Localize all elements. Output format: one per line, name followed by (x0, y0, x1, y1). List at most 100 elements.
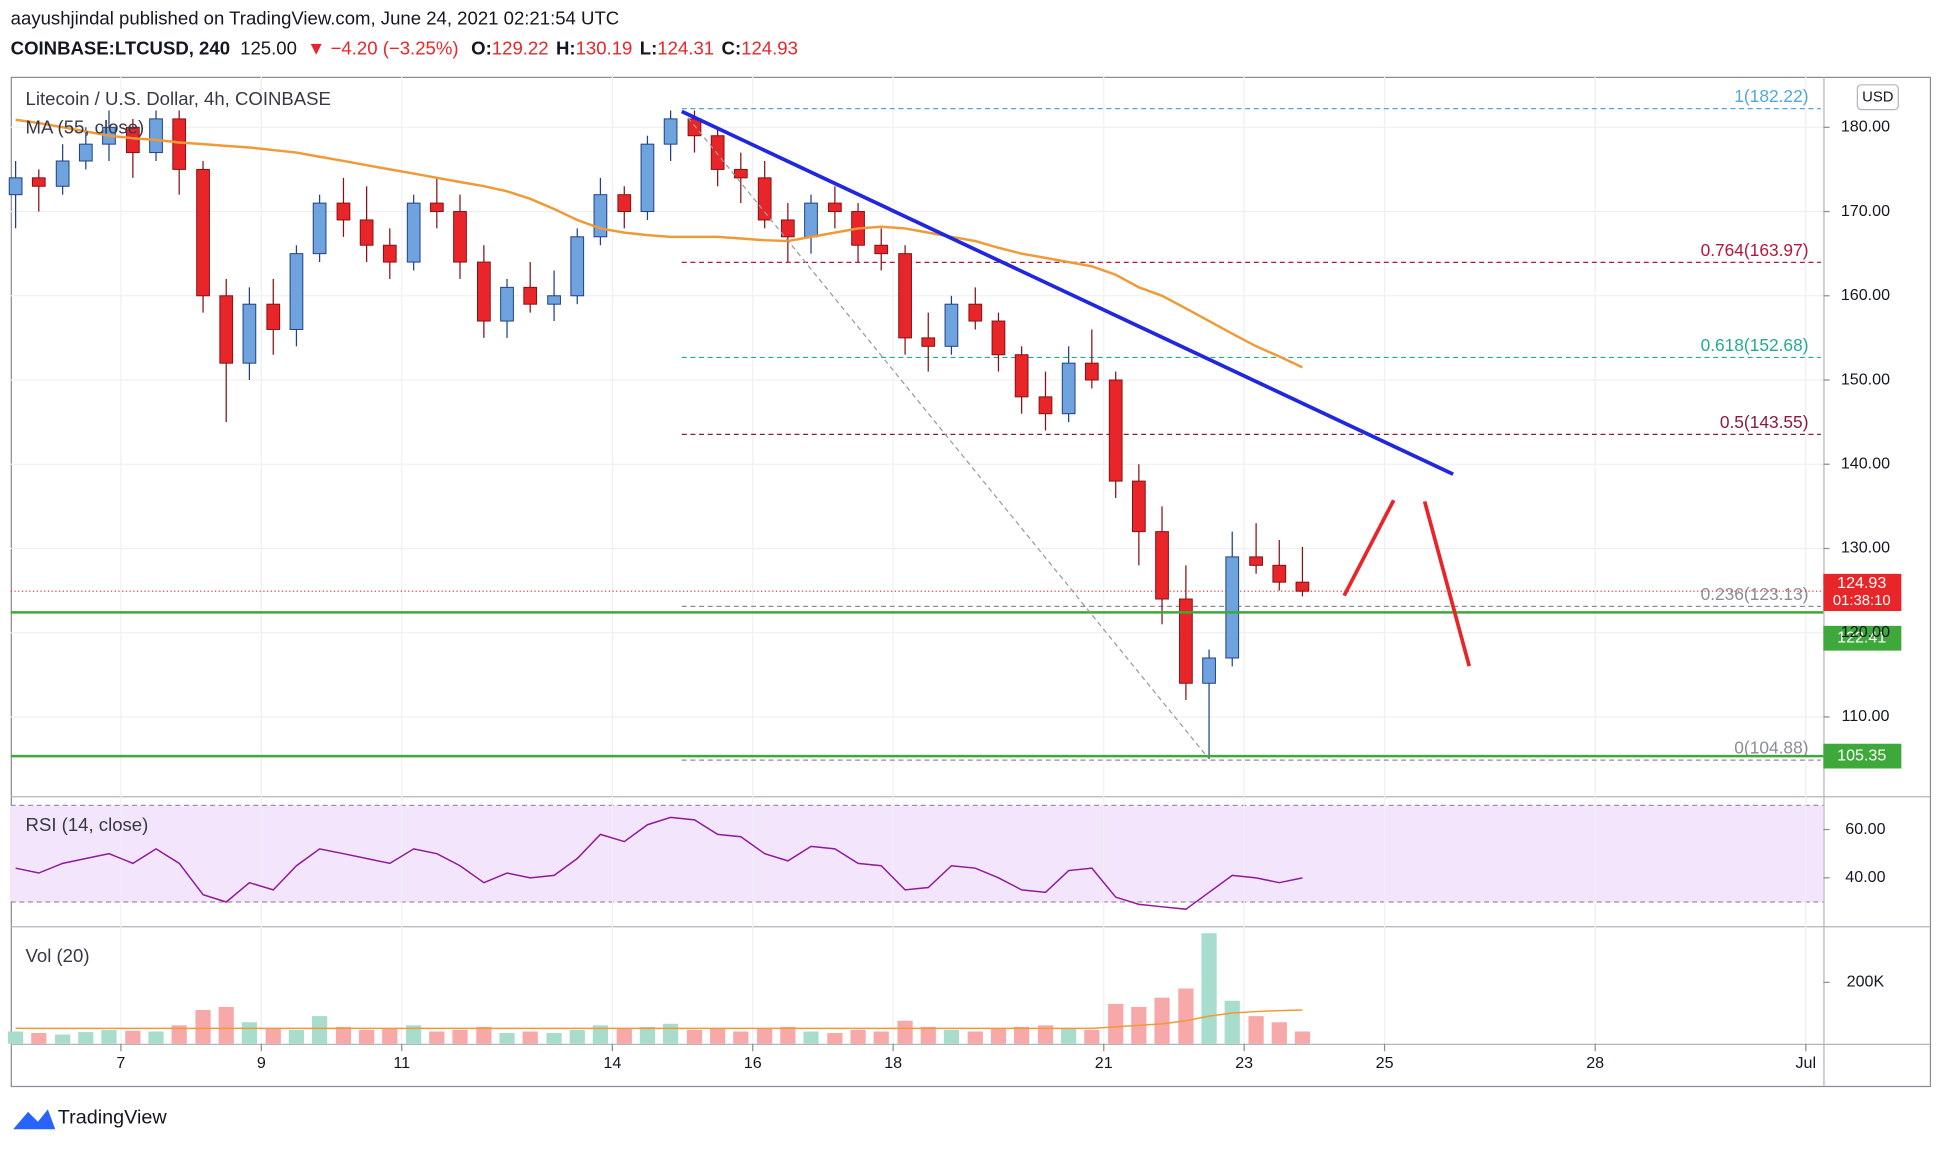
volume-bar (195, 1009, 211, 1044)
volume-bar (218, 1006, 234, 1044)
volume-bar (265, 1028, 281, 1044)
volume-bar (171, 1025, 187, 1044)
volume-bar (1294, 1031, 1311, 1044)
candle-body (593, 194, 608, 238)
volume-bar (967, 1031, 983, 1044)
candle-body (828, 202, 842, 213)
rsi-legend: RSI (14, close) (26, 814, 149, 835)
candle-body (1155, 531, 1169, 600)
volume-bar (990, 1028, 1007, 1044)
candle-body (1295, 581, 1310, 592)
tradingview-logo: TradingView (13, 1106, 168, 1130)
chart-title: Litecoin / U.S. Dollar, 4h, COINBASE (26, 88, 331, 109)
logo-icon (13, 1109, 56, 1130)
candle-body (477, 261, 491, 322)
ohlc: O:129.22 H:130.19 L:124.31 C:124.93 (471, 37, 798, 58)
candle-body (663, 118, 678, 145)
countdown-label: 01:38:10 (1833, 593, 1891, 609)
volume-bar (359, 1029, 375, 1044)
fib-label: 0.236(123.13) (1701, 584, 1809, 604)
candle-body (312, 202, 327, 255)
candle-body (1272, 564, 1287, 583)
volume-bar (827, 1033, 843, 1044)
volume-bar (943, 1029, 960, 1044)
ohlc-value: 124.31 (657, 37, 714, 58)
price: 125.00 (240, 37, 297, 58)
volume-bar (241, 1022, 257, 1044)
volume-legend: Vol (20) (26, 945, 90, 966)
volume-bar (1084, 1029, 1100, 1044)
candle-body (1202, 657, 1216, 684)
volume-bar (686, 1029, 703, 1044)
forecast-up (1342, 499, 1396, 597)
volume-bar (429, 1031, 445, 1044)
ohlc-value: 130.19 (576, 37, 633, 58)
symbol-line: COINBASE:LTCUSD, 240 125.00 ▼ −4.20 (−3.… (11, 37, 798, 58)
fib-label: 0(104.88) (1734, 738, 1808, 758)
candle-body (359, 219, 374, 246)
symbol: COINBASE:LTCUSD, 240 (11, 37, 230, 58)
candle-body (242, 303, 257, 364)
candle-body (944, 303, 959, 347)
last-price-box (1823, 573, 1902, 611)
x-tick-label: 9 (257, 1054, 266, 1072)
volume-bar (1201, 933, 1217, 1044)
volume-bar (452, 1029, 468, 1044)
x-tick-label: 16 (744, 1054, 762, 1072)
volume-bar (1037, 1025, 1054, 1044)
volume-bar (31, 1033, 47, 1044)
volume-bar (288, 1029, 305, 1044)
volume-bar (1248, 1016, 1264, 1044)
x-tick-label: 21 (1095, 1054, 1113, 1072)
rsi-line (15, 816, 1303, 910)
y-tick-label: 180.00 (1841, 118, 1890, 136)
fib-label: 0.618(152.68) (1701, 335, 1809, 355)
volume-bar (569, 1029, 585, 1044)
support-price-box (1823, 743, 1902, 769)
volume-bar (78, 1032, 94, 1044)
trendline (680, 109, 1454, 476)
volume-bar (382, 1028, 398, 1044)
candle-body (968, 303, 983, 322)
volume-bar (148, 1031, 164, 1044)
y-tick-label: 160.00 (1841, 286, 1890, 304)
candle-body (500, 286, 514, 322)
x-tick-label: 11 (393, 1054, 410, 1072)
ma-legend: MA (55, close) (26, 117, 145, 138)
fib-label: 0.764(163.97) (1701, 240, 1809, 260)
candle-body (547, 295, 561, 305)
volume-bar (406, 1025, 422, 1044)
y-tick-label: 120.00 (1841, 623, 1890, 641)
grid (10, 76, 1930, 1086)
candle-body (196, 168, 210, 297)
candle-body (1249, 556, 1263, 566)
candle-body (1131, 480, 1146, 533)
candle-body (523, 286, 538, 305)
chart-frame (10, 76, 1932, 1088)
x-tick-label: 18 (884, 1054, 902, 1072)
volume-bar (850, 1029, 866, 1044)
rsi-tick-label: 40.00 (1845, 868, 1885, 886)
forecast-down (1422, 500, 1472, 667)
volume-bar (522, 1031, 538, 1044)
currency-box[interactable] (1856, 84, 1899, 111)
x-tick-label: 28 (1586, 1054, 1604, 1072)
volume-bar (1271, 1022, 1287, 1044)
candle-body (1014, 354, 1029, 398)
candle-body (453, 211, 467, 263)
candle-body (1084, 362, 1099, 381)
ohlc-label: C: (722, 37, 742, 58)
candle-body (1179, 598, 1193, 684)
volume-bar (1061, 1028, 1077, 1044)
volume-bar (1108, 1003, 1124, 1044)
fib-label: 0.5(143.55) (1720, 412, 1809, 432)
volume-bar (8, 1031, 24, 1044)
brand: TradingView (58, 1106, 168, 1128)
volume-bar (897, 1020, 913, 1044)
candle-body (266, 303, 281, 330)
volume-bar (757, 1028, 773, 1044)
candle-body (570, 236, 585, 297)
support-price-label: 105.35 (1837, 746, 1886, 764)
ohlc-value: 129.22 (492, 37, 549, 58)
